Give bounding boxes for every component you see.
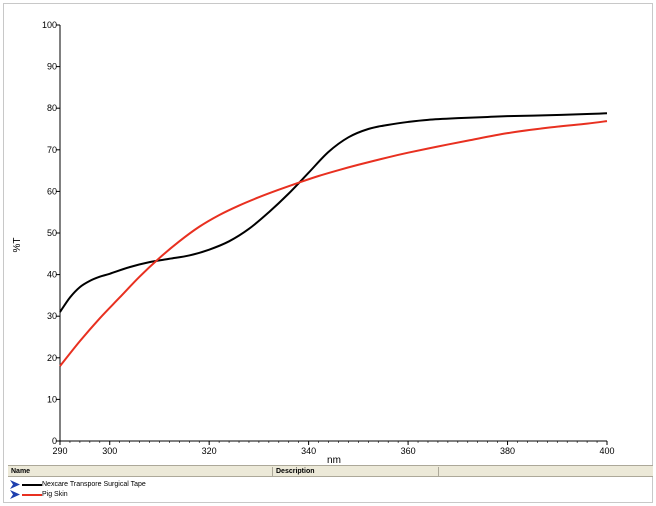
y-tick-label: 20 [47,353,57,363]
x-tick-label: 400 [599,446,614,456]
legend-row-series-1[interactable]: Nexcare Transpore Surgical Tape [10,480,410,489]
legend-header: Name Description [8,465,653,477]
series-layer [59,112,608,367]
x-tick-label: 300 [102,446,117,456]
y-tick-label: 100 [42,20,57,30]
legend-label-series-2: Pig Skin [42,491,68,498]
legend-header-name[interactable]: Name [11,468,31,475]
x-axis-label: nm [327,455,341,466]
y-tick-label: 30 [47,311,57,321]
x-tick-label: 380 [500,446,515,456]
y-tick-label: 50 [47,228,57,238]
x-tick-label: 320 [202,446,217,456]
legend-label-series-1: Nexcare Transpore Surgical Tape [42,481,146,488]
series-arrow-icon [10,480,20,489]
x-tick-label: 290 [52,446,67,456]
y-tick-label: 0 [52,436,57,446]
y-tick-label: 10 [47,394,57,404]
series-line-1 [59,112,608,313]
x-tick-label: 360 [401,446,416,456]
y-tick-label: 70 [47,145,57,155]
legend-table: Name Description Nexcare Transpore Surgi… [8,465,653,503]
y-tick-label: 60 [47,186,57,196]
legend-row-series-2[interactable]: Pig Skin [10,490,410,499]
legend-header-empty [438,467,653,476]
y-tick-label: 90 [47,62,57,72]
chart-axes: 0 10 20 30 40 50 60 70 80 90 100 290 300 320 340 360 380… [42,20,615,456]
x-tick-label: 340 [301,446,316,456]
legend-swatch-series-1 [22,484,42,486]
legend-header-description[interactable]: Description [272,467,436,476]
chart-frame [3,3,653,503]
y-tick-label: 40 [47,270,57,280]
y-tick-label: 80 [47,103,57,113]
legend-swatch-series-2 [22,494,42,496]
y-axis-label: %T [12,238,23,253]
series-line-2 [59,120,608,367]
series-arrow-icon [10,490,20,499]
